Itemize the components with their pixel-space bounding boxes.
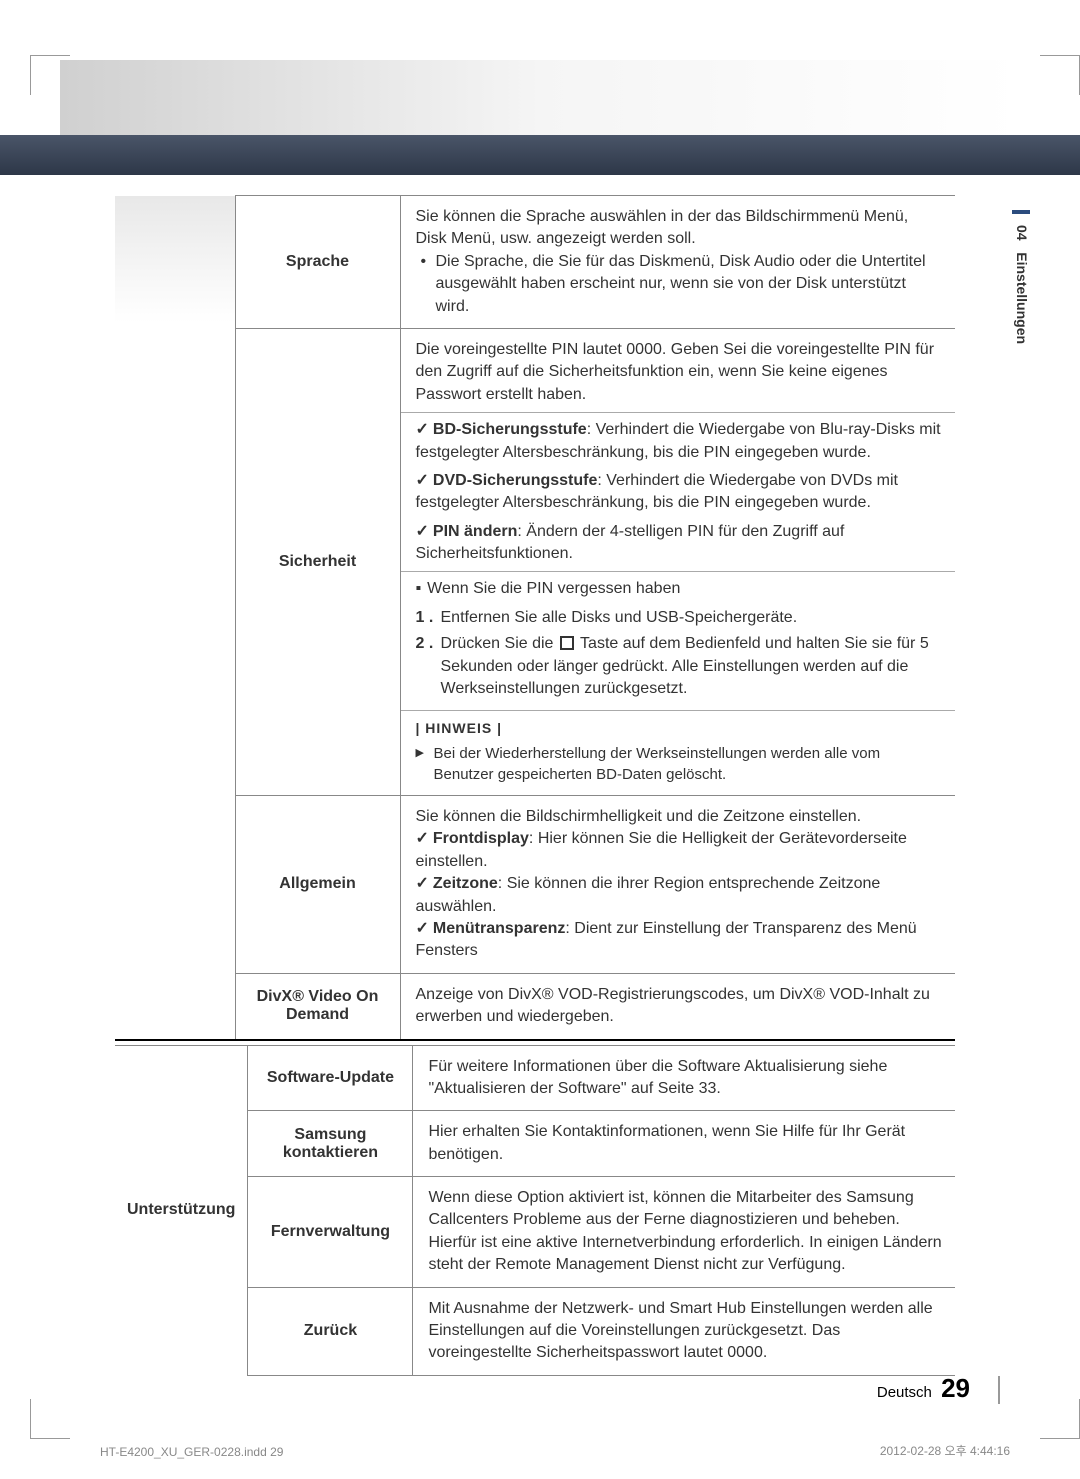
check-bold: DVD-Sicherungsstufe bbox=[433, 472, 597, 489]
table-row: Unterstützung Software-Update Für weiter… bbox=[115, 1045, 955, 1111]
category-cell-blank bbox=[115, 196, 235, 1040]
check-item: DVD-Sicherungsstufe: Verhindert die Wied… bbox=[416, 470, 944, 515]
check-item: PIN ändern: Ändern der 4-stelligen PIN f… bbox=[416, 521, 944, 566]
setting-desc: Sie können die Bildschirmhelligkeit und … bbox=[400, 796, 955, 974]
numbered-text-pre: Drücken Sie die bbox=[441, 635, 558, 652]
setting-desc: Wenn diese Option aktiviert ist, können … bbox=[413, 1177, 955, 1288]
side-tab-num: 04 bbox=[1014, 225, 1030, 241]
category-cell: Unterstützung bbox=[115, 1045, 248, 1375]
table-row: Sprache Sie können die Sprache auswählen… bbox=[115, 196, 955, 329]
check-bold: PIN ändern bbox=[433, 523, 517, 540]
numbered-item: 1 . Entfernen Sie alle Disks und USB-Spei… bbox=[416, 607, 944, 629]
setting-desc: Anzeige von DivX® VOD-Registrierungscode… bbox=[400, 973, 955, 1039]
numbered-text: Entfernen Sie alle Disks und USB-Speiche… bbox=[441, 609, 798, 626]
desc-bullet: Die Sprache, die Sie für das Diskmenü, D… bbox=[416, 251, 944, 318]
crop-mark bbox=[1040, 1399, 1080, 1439]
setting-label: Samsung kontaktieren bbox=[248, 1111, 413, 1177]
list-number: 1 . bbox=[416, 607, 434, 629]
setting-desc: Für weitere Informationen über die Softw… bbox=[413, 1045, 955, 1111]
note-text: Bei der Wiederherstellung der Werkseinst… bbox=[416, 743, 944, 785]
settings-table-1: Sprache Sie können die Sprache auswählen… bbox=[115, 195, 955, 1041]
table-row: Sicherheit Die voreingestellte PIN laute… bbox=[115, 328, 955, 795]
table-row: Allgemein Sie können die Bildschirmhelli… bbox=[115, 796, 955, 974]
side-tab-bar bbox=[1012, 210, 1030, 214]
crop-mark bbox=[1040, 55, 1080, 95]
setting-label: Sicherheit bbox=[235, 328, 400, 795]
content-area: Sprache Sie können die Sprache auswählen… bbox=[115, 195, 955, 1376]
imprint-left: HT-E4200_XU_GER-0228.indd 29 bbox=[100, 1445, 283, 1459]
side-tab: 04 Einstellungen bbox=[1014, 225, 1030, 344]
check-item: BD-Sicherungsstufe: Verhindert die Wiede… bbox=[416, 419, 944, 464]
desc-intro: Sie können die Bildschirmhelligkeit und … bbox=[416, 806, 944, 828]
check-bold: BD-Sicherungsstufe bbox=[433, 421, 587, 438]
setting-label: Fernverwaltung bbox=[248, 1177, 413, 1288]
check-item: Menütransparenz: Dient zur Einstellung d… bbox=[416, 918, 944, 963]
check-item: Frontdisplay: Hier können Sie die Hellig… bbox=[416, 828, 944, 873]
setting-label: Sprache bbox=[235, 196, 400, 329]
footer-lang: Deutsch bbox=[877, 1384, 932, 1401]
numbered-item: 2 .Drücken Sie die Taste auf dem Bedienf… bbox=[416, 633, 944, 700]
setting-label: Software-Update bbox=[248, 1045, 413, 1111]
footer-page-number: 29 bbox=[941, 1373, 970, 1403]
setting-desc: Die voreingestellte PIN lautet 0000. Geb… bbox=[400, 328, 955, 795]
desc-intro: Sie können die Sprache auswählen in der … bbox=[416, 206, 944, 251]
header-band bbox=[0, 135, 1080, 175]
square-bullet: Wenn Sie die PIN vergessen haben bbox=[416, 578, 944, 600]
setting-label: Allgemein bbox=[235, 796, 400, 974]
table-row: DivX® Video On Demand Anzeige von DivX® … bbox=[115, 973, 955, 1039]
header-gradient bbox=[60, 60, 1020, 135]
check-bold: Menütransparenz bbox=[433, 920, 565, 937]
list-number: 2 . bbox=[416, 633, 434, 655]
crop-mark bbox=[30, 1399, 70, 1439]
side-tab-label: Einstellungen bbox=[1014, 252, 1030, 344]
setting-label: DivX® Video On Demand bbox=[235, 973, 400, 1039]
setting-desc: Sie können die Sprache auswählen in der … bbox=[400, 196, 955, 329]
check-bold: Zeitzone bbox=[433, 875, 498, 892]
desc-intro: Die voreingestellte PIN lautet 0000. Geb… bbox=[416, 339, 944, 406]
check-bold: Frontdisplay bbox=[433, 830, 529, 847]
setting-label: Zurück bbox=[248, 1287, 413, 1375]
page-footer: Deutsch 29 bbox=[877, 1373, 970, 1404]
check-item: Zeitzone: Sie können die ihrer Region en… bbox=[416, 873, 944, 918]
setting-desc: Mit Ausnahme der Netzwerk- und Smart Hub… bbox=[413, 1287, 955, 1375]
setting-desc: Hier erhalten Sie Kontaktinformationen, … bbox=[413, 1111, 955, 1177]
hinweis-label: | HINWEIS | bbox=[416, 719, 944, 739]
footer-bar bbox=[998, 1376, 1000, 1404]
imprint-right: 2012-02-28 오후 4:44:16 bbox=[880, 1442, 1010, 1459]
settings-table-2: Unterstützung Software-Update Für weiter… bbox=[115, 1045, 955, 1376]
stop-button-icon bbox=[560, 636, 574, 650]
